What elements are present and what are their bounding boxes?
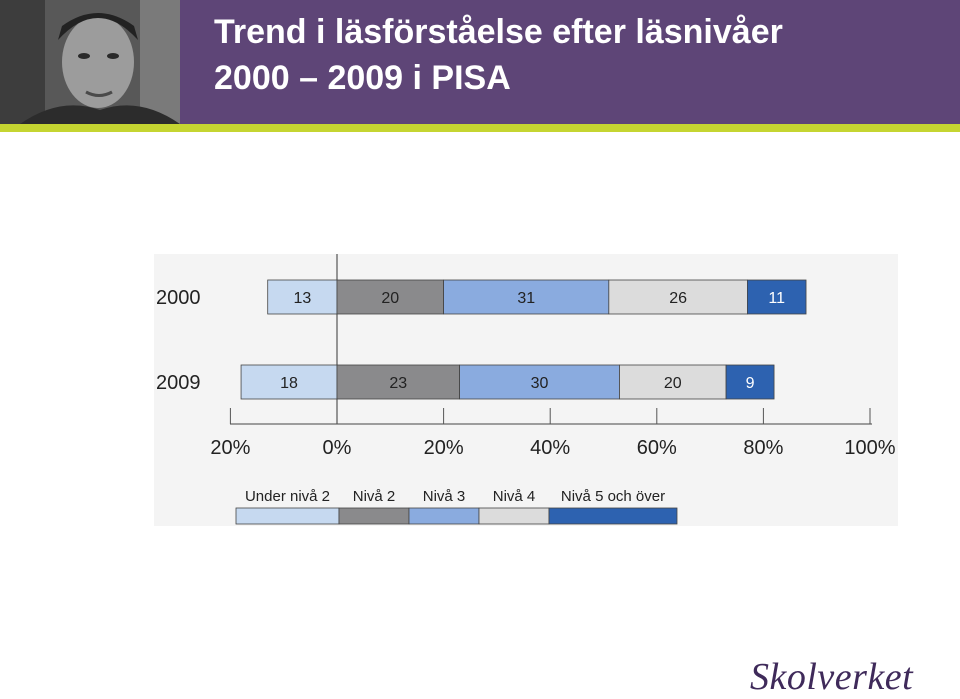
row-label-2009: 2009 [156,372,201,394]
page-title: Trend i läsförståelse efter läsnivåer [214,13,783,51]
x-tick-label: 60% [637,437,677,459]
header-banner: Trend i läsförståelse efter läsnivåer 20… [0,0,960,124]
legend-swatch-nivå-5-och-över [548,507,678,525]
data-label-2000-under-nivå-2: 13 [293,290,311,307]
data-label-2009-nivå-3: 30 [531,375,549,392]
legend-label-nivå-4: Nivå 4 [493,488,536,505]
legend-label-nivå-5-och-över: Nivå 5 och över [561,488,665,505]
legend-label-under-nivå-2: Under nivå 2 [245,488,330,505]
legend-label-nivå-2: Nivå 2 [353,488,396,505]
data-label-2009-under-nivå-2: 18 [280,375,298,392]
accent-stripe [0,124,960,132]
bar-2009-nivå-3 [459,364,620,400]
chart-panel: 2000 13 20 31 26 11 2009 18 23 30 20 9 20% 0% 20% 40% 60… [154,254,898,526]
bar-2009-nivå-2 [336,364,460,400]
x-tick-label: 0% [323,437,352,459]
data-label-2000-nivå-2: 20 [381,290,399,307]
bar-2000-nivå-3 [443,279,610,315]
x-tick-label: 40% [530,437,570,459]
x-tick-label: 100% [844,437,895,459]
legend-swatch-nivå-2 [338,507,410,525]
data-label-2000-nivå-3: 31 [517,290,535,307]
x-tick-label: 80% [743,437,783,459]
legend-swatch-under-nivå-2 [235,507,340,525]
data-label-2009-nivå-4: 20 [664,375,682,392]
bar-2000-under-nivå-2 [267,279,338,315]
data-label-2000-nivå-4: 26 [669,290,687,307]
page-subtitle: 2000 – 2009 i PISA [214,59,511,97]
data-label-2009-nivå-5-och-över: 9 [746,375,755,392]
diverging-bar-chart: 2000 13 20 31 26 11 2009 18 23 30 20 9 20% 0% 20% 40% 60… [156,254,896,525]
legend-swatch-nivå-3 [408,507,480,525]
portrait-photo [0,0,180,124]
legend-swatch-nivå-4 [478,507,550,525]
x-tick-label: 20% [210,437,250,459]
row-label-2000: 2000 [156,287,201,309]
bar-2009-nivå-5-och-över [725,364,775,400]
bar-2000-nivå-4 [608,279,748,315]
bar-2009-nivå-4 [619,364,727,400]
skolverket-logo: Skolverket [750,656,914,698]
data-label-2009-nivå-2: 23 [389,375,407,392]
x-tick-label: 20% [424,437,464,459]
bar-2009-under-nivå-2 [240,364,338,400]
data-label-2000-nivå-5-och-över: 11 [768,290,785,307]
bar-2000-nivå-5-och-över [747,279,807,315]
legend-label-nivå-3: Nivå 3 [423,488,466,505]
